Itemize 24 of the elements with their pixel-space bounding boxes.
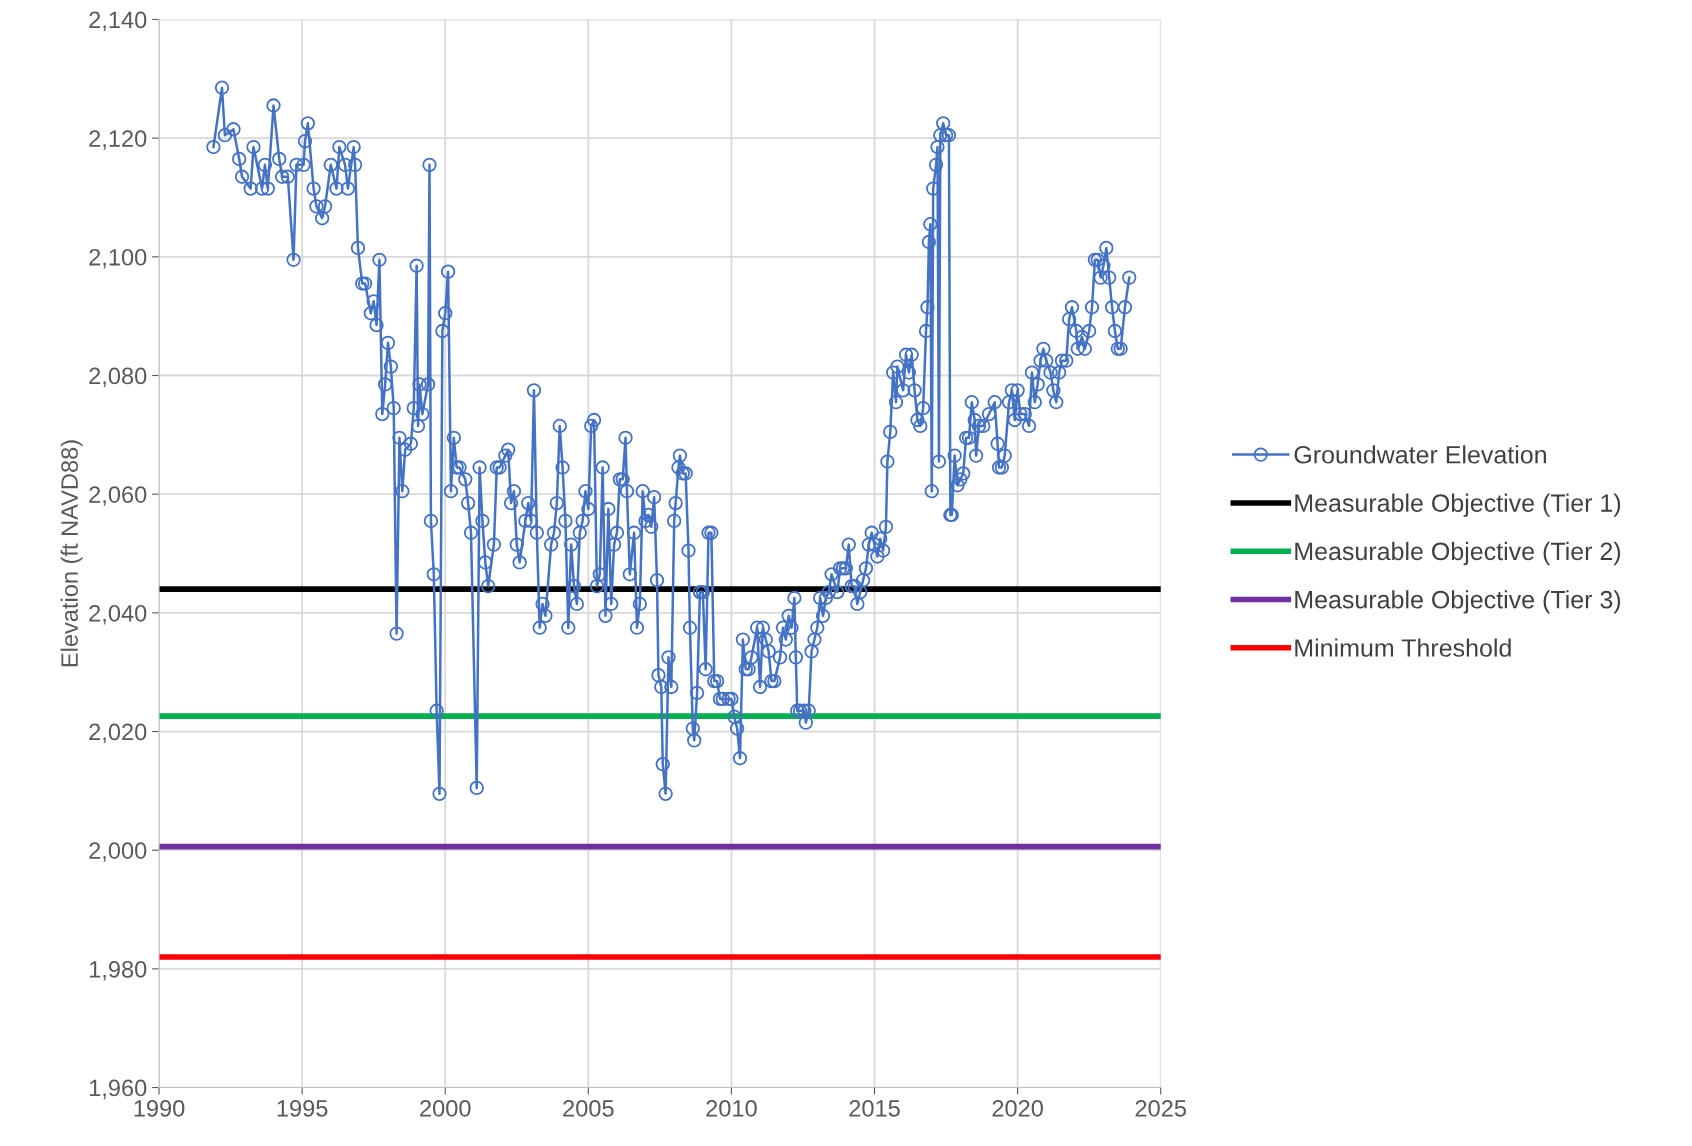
legend-label: Measurable Objective (Tier 3)	[1295, 590, 1621, 614]
x-tick-label: 2000	[420, 1099, 471, 1117]
x-tick-label: 1995	[277, 1099, 328, 1117]
y-tick-label: 2,060	[89, 486, 147, 506]
x-tick-label: 2025	[1135, 1099, 1186, 1117]
y-tick-label: 2,000	[89, 842, 147, 862]
y-tick-label: 2,140	[89, 11, 147, 32]
legend-label: Measurable Objective (Tier 2)	[1295, 541, 1621, 566]
y-tick-label: 2,080	[89, 367, 147, 388]
x-tick-label: 1990	[134, 1099, 185, 1117]
legend-label: Measurable Objective (Tier 1)	[1295, 493, 1621, 517]
x-tick-label: 2020	[992, 1099, 1043, 1117]
y-tick-label: 1,980	[89, 960, 147, 981]
legend-label: Groundwater Elevation	[1294, 445, 1546, 464]
x-tick-label: 2010	[706, 1099, 757, 1117]
x-tick-label: 2015	[849, 1099, 900, 1117]
legend-label: Minimum Threshold	[1295, 638, 1511, 657]
y-tick-label: 2,120	[89, 130, 147, 150]
y-tick-label: 2,020	[89, 723, 147, 744]
y-tick-label: 2,040	[89, 604, 147, 625]
x-tick-label: 2005	[563, 1099, 614, 1117]
y-tick-label: 2,100	[89, 248, 147, 269]
y-tick-label: 1,960	[89, 1079, 147, 1100]
y-axis-title: Elevation (ft NAVD88)	[60, 440, 83, 667]
